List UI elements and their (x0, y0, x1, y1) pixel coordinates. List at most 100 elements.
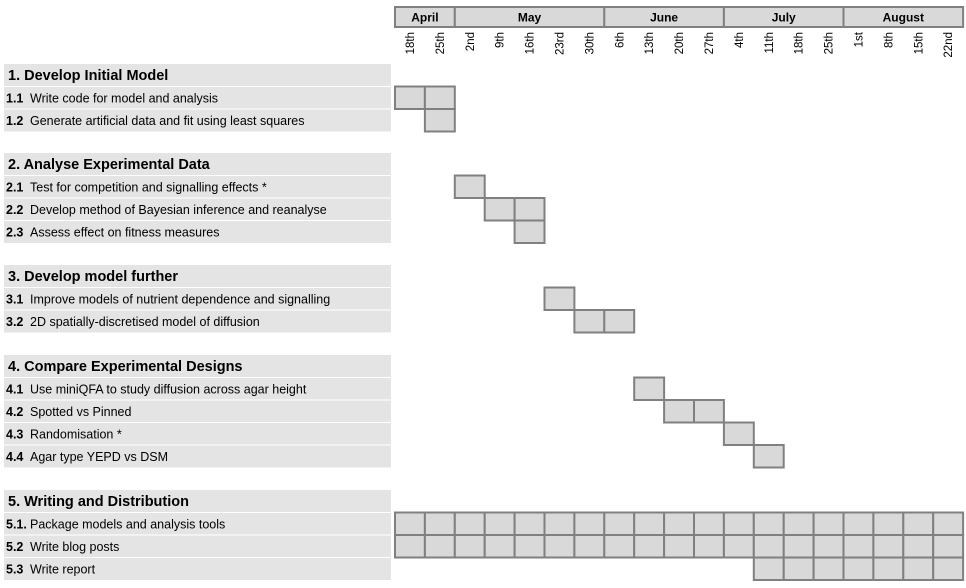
gantt-cell (513, 219, 546, 244)
task-label: Develop method of Bayesian inference and… (30, 203, 327, 217)
gantt-cell (633, 534, 666, 559)
gantt-cell (752, 511, 785, 536)
week-label: 23rd (554, 32, 566, 55)
gantt-cell (842, 534, 875, 559)
task-number: 4.2 (6, 405, 23, 419)
week-label: 27th (704, 32, 716, 54)
gantt-cell (872, 511, 905, 536)
gantt-cell (722, 421, 755, 446)
gantt-cell (902, 511, 935, 536)
gantt-cell (722, 511, 755, 536)
task-number: 5.2 (6, 540, 23, 554)
gantt-cell (394, 534, 426, 559)
gantt-cell (423, 85, 456, 110)
gantt-cell (842, 556, 875, 581)
gantt-cell (752, 534, 785, 559)
gantt-cell (663, 399, 695, 424)
section-band (4, 355, 391, 468)
week-label: 30th (584, 32, 596, 54)
gantt-cell (603, 511, 636, 536)
gantt-cell (722, 534, 755, 559)
gantt-cell (394, 85, 426, 110)
month-label: April (411, 11, 438, 25)
gantt-cell (663, 534, 695, 559)
gantt-cell (812, 534, 845, 559)
gantt-cell (902, 556, 935, 581)
gantt-cell (872, 534, 905, 559)
gantt-cell (782, 511, 815, 536)
gantt-cell (423, 534, 456, 559)
gantt-cell (752, 444, 785, 469)
gantt-cell (573, 511, 606, 536)
task-number: 5.3 (6, 563, 23, 577)
task-label: Write blog posts (30, 540, 119, 554)
gantt-cell (932, 511, 965, 536)
gantt-cell (483, 511, 516, 536)
section-title: 4. Compare Experimental Designs (8, 359, 243, 375)
week-label: 16th (525, 32, 537, 54)
gantt-cell (513, 534, 546, 559)
gantt-cell (453, 174, 486, 199)
week-label: 18th (405, 32, 417, 54)
gantt-cell (513, 511, 546, 536)
task-number: 3.1 (6, 293, 23, 307)
gantt-cell (633, 511, 666, 536)
task-number: 4.3 (6, 428, 23, 442)
task-number: 2.3 (6, 226, 23, 240)
month-label: August (883, 11, 924, 25)
gantt-cell (693, 399, 725, 424)
week-label: 6th (614, 32, 626, 48)
gantt-cell (453, 534, 486, 559)
week-label: 22nd (943, 32, 955, 58)
gantt-cell (812, 511, 845, 536)
gantt-cell (603, 534, 636, 559)
gantt-cell (543, 534, 576, 559)
task-label: Write code for model and analysis (30, 92, 218, 106)
task-label: Agar type YEPD vs DSM (30, 450, 168, 464)
task-number: 1.1 (6, 92, 23, 106)
month-header-box (842, 6, 965, 28)
section-title: 2. Analyse Experimental Data (8, 157, 211, 173)
task-number: 2.1 (6, 181, 23, 195)
week-label: 15th (913, 32, 925, 54)
week-label: 4th (734, 32, 746, 48)
gantt-cell (752, 556, 785, 581)
task-label: Randomisation * (30, 428, 122, 442)
gantt-cell (782, 534, 815, 559)
gantt-cell (902, 534, 935, 559)
section-title: 1. Develop Initial Model (8, 68, 168, 84)
task-number: 4.4 (6, 450, 23, 464)
gantt-cell (872, 556, 905, 581)
gantt-cell (603, 309, 636, 334)
week-label: 18th (794, 32, 806, 54)
task-label: Write report (30, 563, 96, 577)
gantt-cell (573, 309, 606, 334)
week-label: 8th (883, 32, 895, 48)
gantt-cell (633, 376, 666, 401)
gantt-cell (543, 511, 576, 536)
task-label: Spotted vs Pinned (30, 405, 132, 419)
task-label: Package models and analysis tools (30, 518, 225, 532)
task-number: 2.2 (6, 203, 23, 217)
section-band (4, 64, 391, 132)
section-title: 3. Develop model further (8, 269, 178, 285)
task-label: Generate artificial data and fit using l… (30, 114, 304, 128)
task-number: 5.1. (6, 518, 27, 532)
task-label: Assess effect on fitness measures (30, 226, 219, 240)
week-label: 25th (824, 32, 836, 54)
task-label: 2D spatially-discretised model of diffus… (30, 315, 260, 329)
gantt-cell (423, 511, 456, 536)
gantt-cell (932, 534, 965, 559)
month-label: July (772, 11, 796, 25)
gantt-cell (932, 556, 965, 581)
week-label: 1st (853, 31, 865, 47)
week-label: 2nd (465, 32, 477, 51)
gantt-cell (663, 511, 695, 536)
gantt-cell (573, 534, 606, 559)
task-number: 3.2 (6, 315, 23, 329)
gantt-cell (423, 108, 456, 133)
task-label: Use miniQFA to study diffusion across ag… (30, 383, 307, 397)
task-label: Test for competition and signalling effe… (30, 181, 267, 195)
section-title: 5. Writing and Distribution (8, 494, 189, 510)
